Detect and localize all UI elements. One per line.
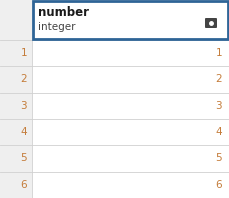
Text: 6: 6 <box>215 180 222 190</box>
Text: 4: 4 <box>215 127 222 137</box>
Text: 1: 1 <box>20 48 27 58</box>
Text: integer: integer <box>38 22 76 32</box>
Text: 5: 5 <box>215 153 222 164</box>
Text: 6: 6 <box>20 180 27 190</box>
Text: number: number <box>38 7 89 19</box>
Text: 1: 1 <box>215 48 222 58</box>
Text: 5: 5 <box>20 153 27 164</box>
FancyBboxPatch shape <box>205 18 217 28</box>
Bar <box>32 0 229 198</box>
Text: 3: 3 <box>215 101 222 111</box>
Bar <box>32 0 229 40</box>
Bar <box>0 0 32 198</box>
Text: 2: 2 <box>215 74 222 85</box>
Text: 4: 4 <box>20 127 27 137</box>
Bar <box>33 1 228 39</box>
Text: 3: 3 <box>20 101 27 111</box>
Text: 2: 2 <box>20 74 27 85</box>
